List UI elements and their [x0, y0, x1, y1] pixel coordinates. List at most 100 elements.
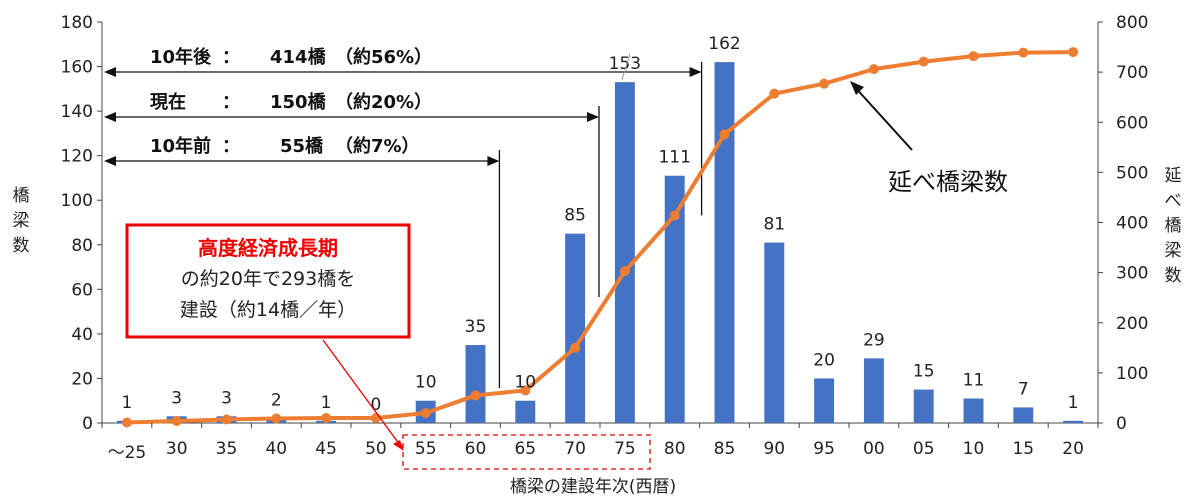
y2-tick-label: 400	[1116, 214, 1148, 234]
bar-value-label: 0	[370, 395, 381, 415]
annotation-current-label: 現在	[150, 91, 186, 113]
y-tick-label: 160	[61, 58, 93, 78]
callout-pointer	[322, 339, 401, 446]
cumulative-point	[171, 415, 182, 426]
bar-value-label: 1	[121, 393, 132, 413]
y2-tick-label: 100	[1116, 364, 1148, 384]
annotation-current-value: 150橋	[270, 91, 327, 113]
x-tick-label: 85	[714, 439, 736, 459]
x-tick-label: 30	[166, 439, 188, 459]
annotation-arrowhead-left	[104, 67, 116, 77]
bar-value-label: 2	[271, 391, 282, 411]
y-axis-title: 橋梁数	[13, 186, 30, 256]
y-tick-label: 60	[71, 280, 93, 300]
bar-value-label: 162	[708, 34, 740, 54]
x-tick-label: 10	[963, 439, 985, 459]
label-leader	[621, 54, 631, 81]
annotation-10yr-before-value: 55橋	[280, 135, 324, 157]
bar-value-label: 35	[465, 317, 487, 337]
x-tick-label: 65	[514, 439, 536, 459]
bar	[913, 389, 934, 423]
x-axis-title: 橋梁の建設年次(西暦)	[510, 477, 676, 497]
annotation-10yr-after-sep: ：	[222, 47, 240, 68]
x-tick-label: 80	[664, 439, 686, 459]
axis-title-char: 梁	[13, 211, 30, 231]
y2-tick-label: 0	[1116, 414, 1127, 434]
x-tick-label: 45	[315, 439, 337, 459]
cumulative-point	[868, 64, 879, 75]
y-tick-label: 180	[61, 13, 93, 33]
callout-title: 高度経済成長期	[198, 236, 338, 260]
bar-value-label: 153	[609, 54, 641, 74]
period-highlight-box	[402, 434, 651, 470]
x-tick-label: 60	[465, 439, 487, 459]
reference-lines	[104, 62, 703, 388]
callout-pointer-head	[393, 440, 404, 451]
x-tick-label: 75	[614, 439, 636, 459]
cumulative-point	[321, 412, 332, 423]
annotation-current-pct: （約20%）	[335, 91, 432, 113]
axis-title-char: 橋	[13, 186, 30, 206]
annotation-10yr-after-pct: （約56%）	[335, 46, 432, 68]
bar	[963, 398, 984, 423]
bar-value-label: 1	[1068, 393, 1079, 413]
cumulative-point	[470, 390, 481, 401]
axis-title-char: 数	[13, 236, 30, 256]
x-tick-label: 90	[763, 439, 785, 459]
y2-tick-label: 200	[1116, 314, 1148, 334]
x-tick-label: 00	[863, 439, 885, 459]
y2-tick-label: 500	[1116, 163, 1148, 183]
cumulative-point	[221, 414, 232, 425]
annotation-10yr-after-value: 414橋	[270, 46, 327, 68]
bar-value-label: 10	[415, 373, 437, 393]
x-tick-label: 95	[813, 439, 835, 459]
callout-box	[125, 223, 411, 339]
series-label-arrowhead	[850, 81, 864, 95]
annotation-10yr-before-pct: （約7%）	[335, 135, 420, 157]
axis-title-char: 延	[1165, 166, 1182, 186]
bar-value-label: 20	[813, 350, 835, 370]
cumulative-point	[819, 78, 830, 89]
y2-tick-label: 700	[1116, 63, 1148, 83]
ticks: 0204060801001201401601800100200300400500…	[61, 13, 1149, 463]
bar-value-label: 3	[221, 388, 232, 408]
bar-value-label: 81	[763, 215, 785, 235]
y-tick-label: 40	[71, 325, 93, 345]
y-tick-label: 120	[61, 147, 93, 167]
annotation-arrowhead-left	[104, 156, 116, 166]
bar	[664, 175, 685, 423]
line-series-label: 延べ橋梁数	[888, 168, 1008, 196]
y-tick-label: 80	[71, 236, 93, 256]
y2-axis-title: 延べ橋梁数	[1165, 166, 1182, 286]
axis-title-char: 梁	[1165, 241, 1182, 261]
axis-title-char: 橋	[1165, 216, 1182, 236]
y2-tick-label: 300	[1116, 264, 1148, 284]
bar-value-label: 10	[514, 373, 536, 393]
cumulative-point	[570, 342, 581, 353]
axis-title-char: べ	[1165, 191, 1182, 211]
bar-value-label: 1	[321, 393, 332, 413]
cumulative-point	[1068, 47, 1079, 58]
bar-value-label: 29	[863, 330, 885, 350]
bar	[814, 378, 835, 423]
axes	[101, 22, 1099, 424]
bar-value-label: 111	[658, 148, 690, 168]
x-tick-label: 15	[1012, 439, 1034, 459]
bar	[764, 242, 785, 423]
bar-value-label: 11	[963, 370, 985, 390]
y2-tick-label: 800	[1116, 13, 1148, 33]
bar-value-label: 15	[913, 362, 935, 382]
y-tick-label: 140	[61, 102, 93, 122]
cumulative-point	[968, 51, 979, 62]
series-label-arrow	[852, 84, 913, 151]
cumulative-point	[619, 266, 630, 277]
callout-line1: の約20年で293橋を	[181, 268, 355, 290]
cumulative-point	[271, 413, 282, 424]
bar	[863, 358, 884, 423]
bar-value-label: 3	[171, 388, 182, 408]
cumulative-point	[121, 417, 132, 428]
y-tick-label: 100	[61, 191, 93, 211]
cumulative-point	[420, 407, 431, 418]
